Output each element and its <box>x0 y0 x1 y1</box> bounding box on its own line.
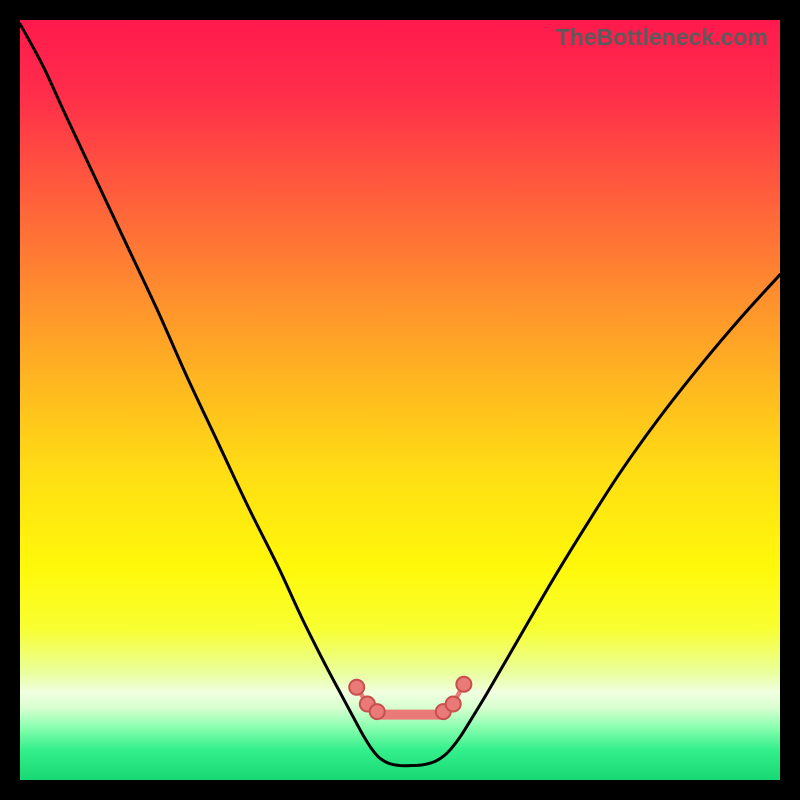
bottleneck-curve-svg <box>20 20 780 780</box>
plot-area: TheBottleneck.com <box>20 20 780 780</box>
marker-dot <box>446 697 461 712</box>
bottleneck-curve <box>20 24 780 766</box>
marker-dot <box>456 677 471 692</box>
chart-frame: TheBottleneck.com <box>0 0 800 800</box>
marker-dot <box>349 680 364 695</box>
marker-dot <box>370 704 385 719</box>
watermark-text: TheBottleneck.com <box>556 24 768 51</box>
